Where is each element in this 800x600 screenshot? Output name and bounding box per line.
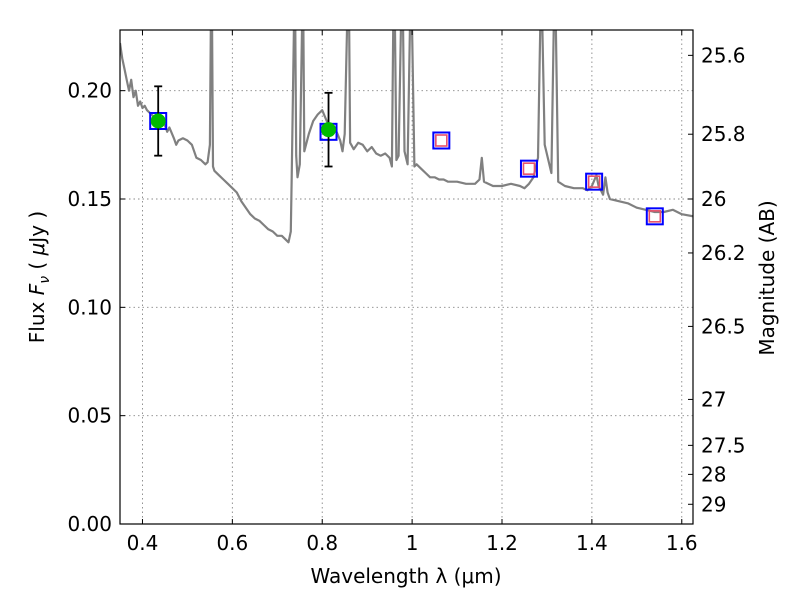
y-tick-label: 0.05 <box>67 404 112 428</box>
x-tick-label: 0.8 <box>306 531 338 555</box>
observed-point <box>150 113 166 129</box>
y-tick-label: 0.20 <box>67 79 112 103</box>
right-tick-label: 26.2 <box>701 241 746 265</box>
right-tick-label: 25.8 <box>701 122 746 146</box>
right-tick-label: 29 <box>701 492 726 516</box>
x-tick-label: 1.2 <box>486 531 518 555</box>
synthetic-photometry-square <box>587 175 601 188</box>
right-tick-label: 26 <box>701 187 726 211</box>
right-tick-label: 28 <box>701 462 726 486</box>
plot-frame <box>119 29 694 525</box>
right-tick-label: 27.5 <box>701 433 746 457</box>
spectrum-line <box>120 30 693 244</box>
model-photometry-square <box>645 207 664 226</box>
observed-point <box>321 122 337 138</box>
right-tick-label: 26.5 <box>701 314 746 338</box>
y-tick-label: 0.15 <box>67 187 112 211</box>
x-tick-label: 1.6 <box>666 531 698 555</box>
x-axis-label: Wavelength λ (μm) <box>310 564 501 588</box>
x-tick-label: 0.6 <box>216 531 248 555</box>
synthetic-photometry-square <box>522 162 536 175</box>
ticks: 0.4 0.6 0.8 1 1.2 1.4 1.6 0.00 0.05 0.10 0.15 0.20 2… <box>67 30 746 555</box>
x-tick-label: 1.4 <box>576 531 608 555</box>
synthetic-photometry-square <box>435 134 448 147</box>
y-tick-label: 0.10 <box>67 295 112 319</box>
model-photometry-square <box>519 159 538 178</box>
x-tick-label: 0.4 <box>127 531 159 555</box>
synthetic-photometry-square <box>648 210 662 223</box>
series-layer <box>120 30 693 244</box>
model-photometry-square <box>585 172 604 191</box>
y-tick-label: 0.00 <box>67 512 112 536</box>
right-tick-label: 27 <box>701 387 726 411</box>
right-tick-label: 25.6 <box>701 43 746 67</box>
x-tick-label: 1 <box>406 531 419 555</box>
y-axis-label-left: Flux Fν ( μJy ) <box>25 211 53 343</box>
model-photometry-square <box>432 131 451 150</box>
grid <box>120 30 693 524</box>
y-axis-label-right: Magnitude (AB) <box>755 200 779 355</box>
